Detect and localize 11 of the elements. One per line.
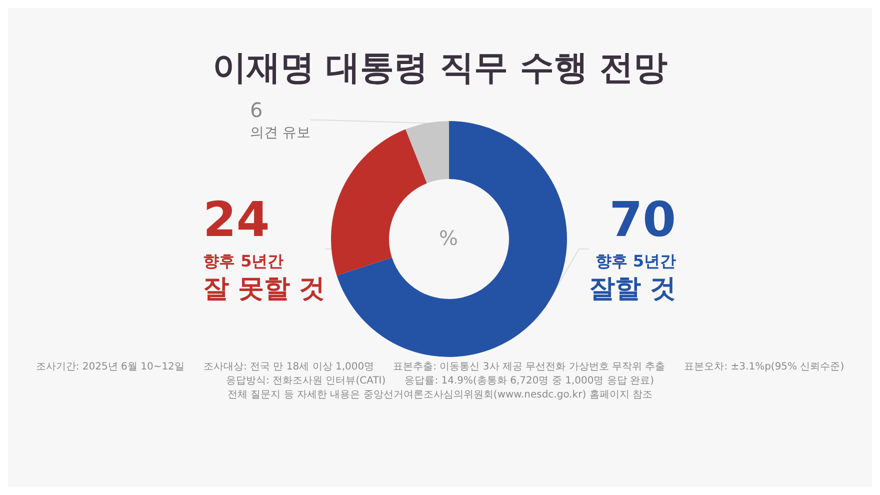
slice-label: 향후 5년간 잘할 것	[588, 252, 676, 304]
text: 조사기간: 2025년 6월 10~12일 조사대상: 전국 만 18세 이상 1,000명 표본추출: 이동통신 3사 제공 무선전화 가상번호 무작위 추출 표본오차: ±3.1%p(95% 신뢰수준)	[36, 362, 844, 372]
data-label: 70	[609, 192, 676, 248]
data-label: 24	[203, 192, 270, 248]
chart-title: 이재명 대통령 직무 수행 전망	[212, 48, 668, 88]
slice-label: 의견 유보	[250, 125, 310, 141]
slice-label: 향후 5년간 잘 못할 것	[203, 252, 326, 304]
text: %	[439, 226, 458, 250]
text: 응답방식: 전화조사원 인터뷰(CATI) 응답률: 14.9%(총통화 6,720명 중 1,000명 응답 완료)	[226, 376, 654, 386]
data-label: 6	[250, 98, 263, 122]
text: 전체 질문지 등 자세한 내용은 중앙선거여론조사심의위원회(www.nesdc.go.kr) 홈페이지 참조	[228, 390, 652, 400]
